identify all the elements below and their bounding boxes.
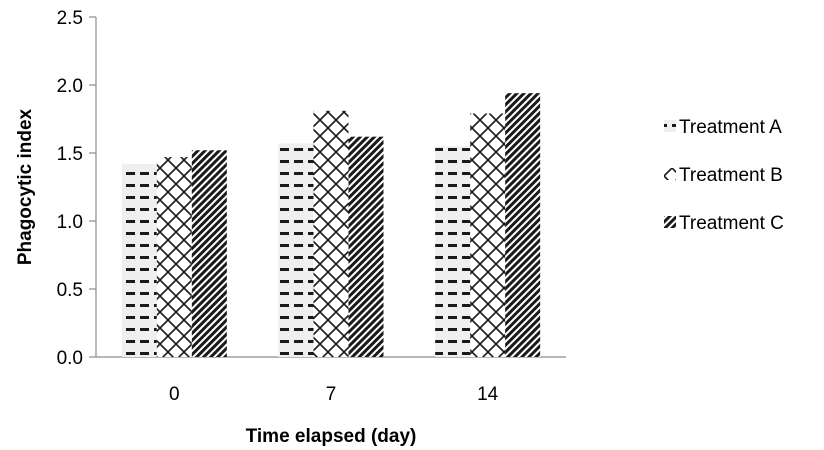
- y-tick-label: 0.5: [57, 280, 83, 301]
- x-tick-label: 0: [169, 384, 180, 405]
- y-tick-label: 1.0: [57, 212, 83, 233]
- legend-swatch: [664, 168, 676, 180]
- x-tick-label: 14: [477, 384, 499, 405]
- bar-treatment-c: [348, 136, 384, 357]
- y-tick-label: 1.5: [57, 144, 83, 165]
- legend: Treatment A Treatment B Treatment C: [664, 117, 784, 234]
- x-tick-label: 7: [326, 384, 337, 405]
- legend-label: Treatment C: [679, 213, 784, 234]
- bar-treatment-c: [505, 93, 541, 357]
- bar-treatment-c: [191, 150, 227, 357]
- bar-treatment-b: [470, 113, 506, 357]
- x-ticks: 0 7 14: [169, 384, 499, 405]
- bar-treatment-b: [156, 157, 192, 357]
- legend-label: Treatment A: [679, 117, 782, 138]
- bar-treatment-a: [121, 163, 157, 357]
- bar-treatment-a: [435, 146, 471, 357]
- legend-swatch: [664, 120, 676, 132]
- y-tick-label: 2.5: [57, 8, 83, 29]
- x-axis-title: Time elapsed (day): [246, 426, 417, 447]
- y-tick-label: 0.0: [57, 348, 83, 369]
- bar-treatment-a: [278, 143, 314, 357]
- legend-swatch: [664, 216, 676, 228]
- y-ticks: 0.0 0.5 1.0 1.5 2.0 2.5: [57, 8, 96, 369]
- y-tick-label: 2.0: [57, 76, 83, 97]
- bars: [121, 93, 541, 357]
- bar-treatment-b: [313, 110, 349, 357]
- legend-label: Treatment B: [679, 165, 783, 186]
- y-axis-title: Phagocytic index: [15, 108, 36, 265]
